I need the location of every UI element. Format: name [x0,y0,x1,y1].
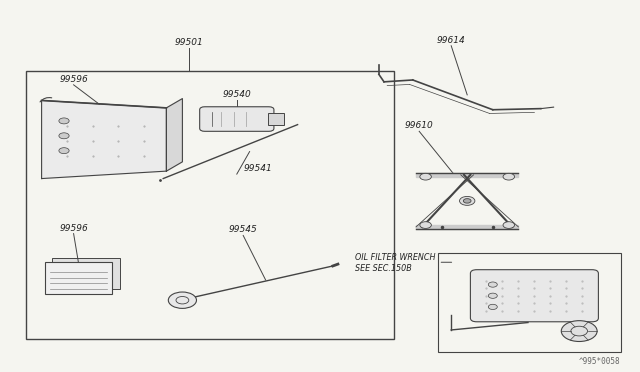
Text: OIL FILTER WRENCH: OIL FILTER WRENCH [355,253,436,262]
Text: 99614: 99614 [437,36,465,45]
Bar [26,71,394,339]
Text: ^995*0058: ^995*0058 [579,357,621,366]
Text: 99596: 99596 [60,75,88,84]
Circle shape [488,293,497,298]
Text: 99610: 99610 [405,121,433,130]
FancyBboxPatch shape [200,107,274,131]
Circle shape [59,133,69,139]
Circle shape [488,304,497,310]
Text: SEE SEC.150B: SEE SEC.150B [355,264,412,273]
Circle shape [503,222,515,228]
Bar [45,262,112,294]
Circle shape [503,173,515,180]
Polygon shape [166,99,182,171]
Circle shape [488,282,497,287]
Circle shape [168,292,196,308]
FancyBboxPatch shape [268,113,284,125]
Circle shape [561,321,597,341]
Text: 99540: 99540 [223,90,251,99]
Polygon shape [416,225,518,229]
Circle shape [420,173,431,180]
Polygon shape [416,173,518,177]
Bar [438,253,621,352]
FancyBboxPatch shape [470,270,598,322]
Circle shape [59,118,69,124]
Text: 99501: 99501 [175,38,203,46]
Polygon shape [42,100,166,179]
Circle shape [460,196,475,205]
Circle shape [463,199,471,203]
Circle shape [420,222,431,228]
Text: 99545: 99545 [229,225,257,234]
Circle shape [59,148,69,154]
Text: 99596: 99596 [60,224,88,232]
Bar [52,258,120,289]
Text: 99541: 99541 [243,164,272,173]
